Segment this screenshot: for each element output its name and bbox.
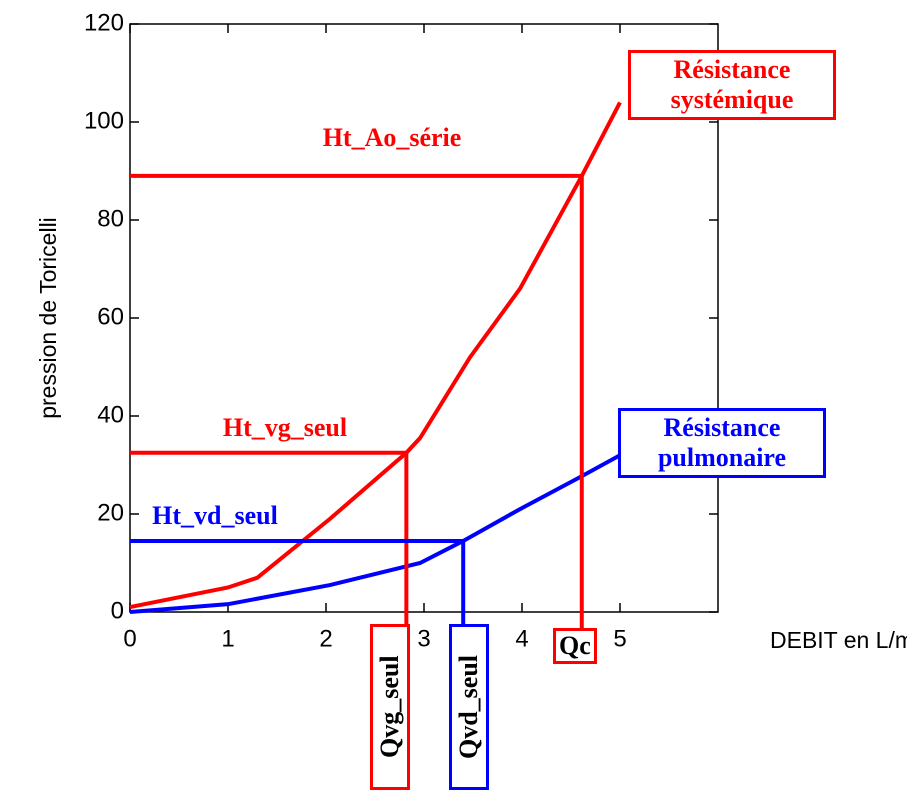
level-label: Ht_vg_seul <box>223 413 347 442</box>
x-tick-label: 3 <box>417 625 430 652</box>
y-tick-label: 120 <box>84 9 124 36</box>
y-axis-label: pression de Toricelli <box>35 217 61 419</box>
y-tick-label: 100 <box>84 107 124 134</box>
curve-label: Résistance systémique <box>628 50 836 120</box>
x-tick-label: 1 <box>221 625 234 652</box>
x-tick-label: 5 <box>613 625 626 652</box>
curve <box>129 453 621 614</box>
x-tick-label: 4 <box>515 625 528 652</box>
level-label: Ht_vd_seul <box>152 501 278 530</box>
x-tick-label: 2 <box>319 625 332 652</box>
y-tick-label: 0 <box>111 597 124 624</box>
y-tick-label: 20 <box>97 499 124 526</box>
y-tick-label: 40 <box>97 401 124 428</box>
flow-label: Qvg_seul <box>370 624 410 790</box>
x-axis-label: DEBIT en L/mn <box>770 627 907 653</box>
flow-label: Qc <box>553 628 597 664</box>
level-label: Ht_Ao_série <box>323 123 462 152</box>
curve <box>129 101 622 610</box>
x-tick-label: 0 <box>123 625 136 652</box>
y-tick-label: 80 <box>97 205 124 232</box>
y-tick-label: 60 <box>97 303 124 330</box>
curve-label: Résistance pulmonaire <box>618 408 826 478</box>
flow-label: Qvd_seul <box>449 624 489 790</box>
